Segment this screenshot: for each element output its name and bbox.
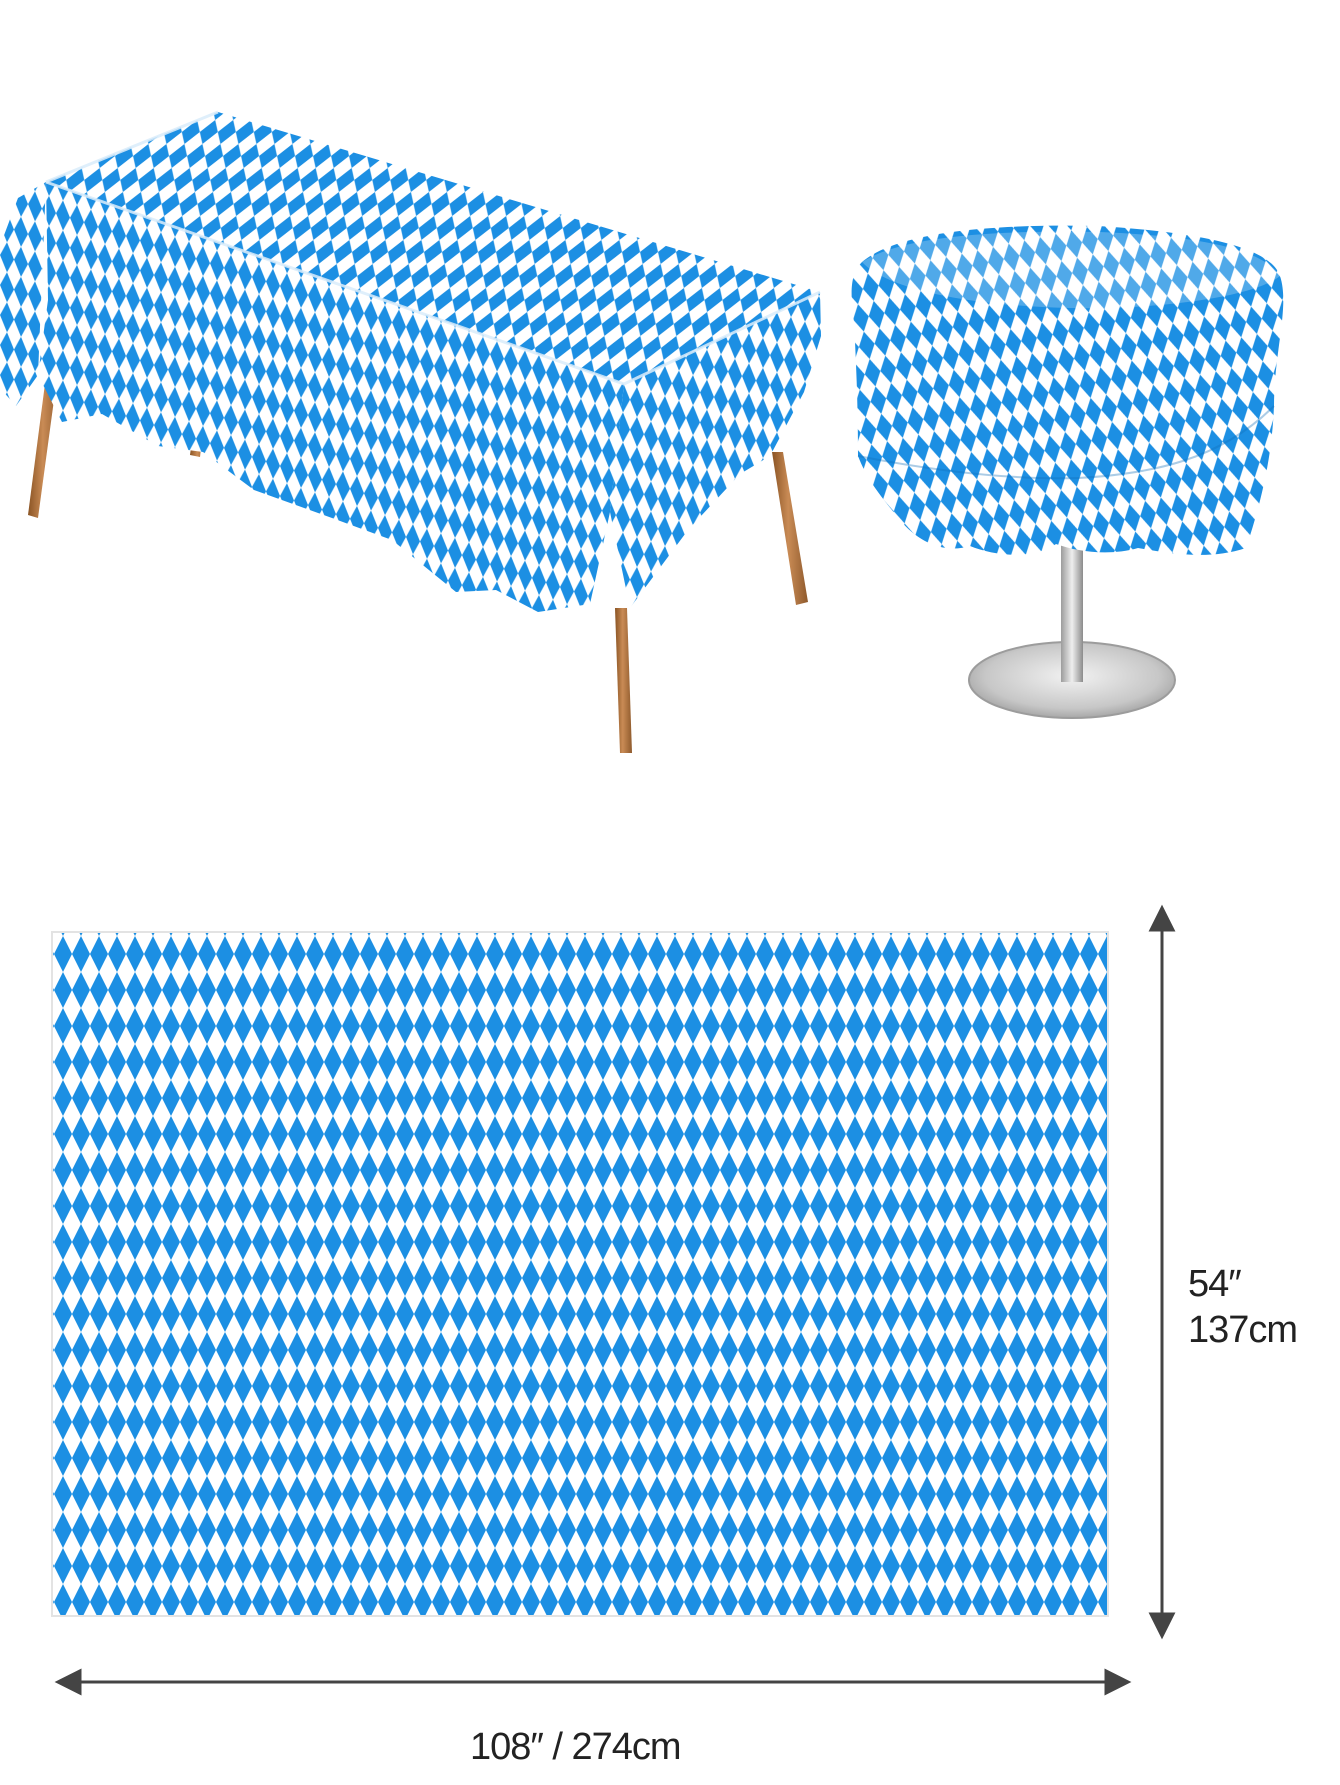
round-table-pole [1061,532,1083,682]
height-cm-text: 137cm [1188,1308,1298,1351]
rectangular-table-illustration [0,110,821,753]
width-dimension-label: 108″ / 274cm [470,1726,682,1768]
rectangular-tablecloth [0,110,821,612]
round-table-illustration [851,225,1284,719]
flat-tablecloth [51,931,1109,1617]
height-inches-text: 54″ [1188,1263,1242,1305]
round-tablecloth [851,225,1284,555]
height-dimension-label: 54″ 137cm [1188,1262,1298,1353]
